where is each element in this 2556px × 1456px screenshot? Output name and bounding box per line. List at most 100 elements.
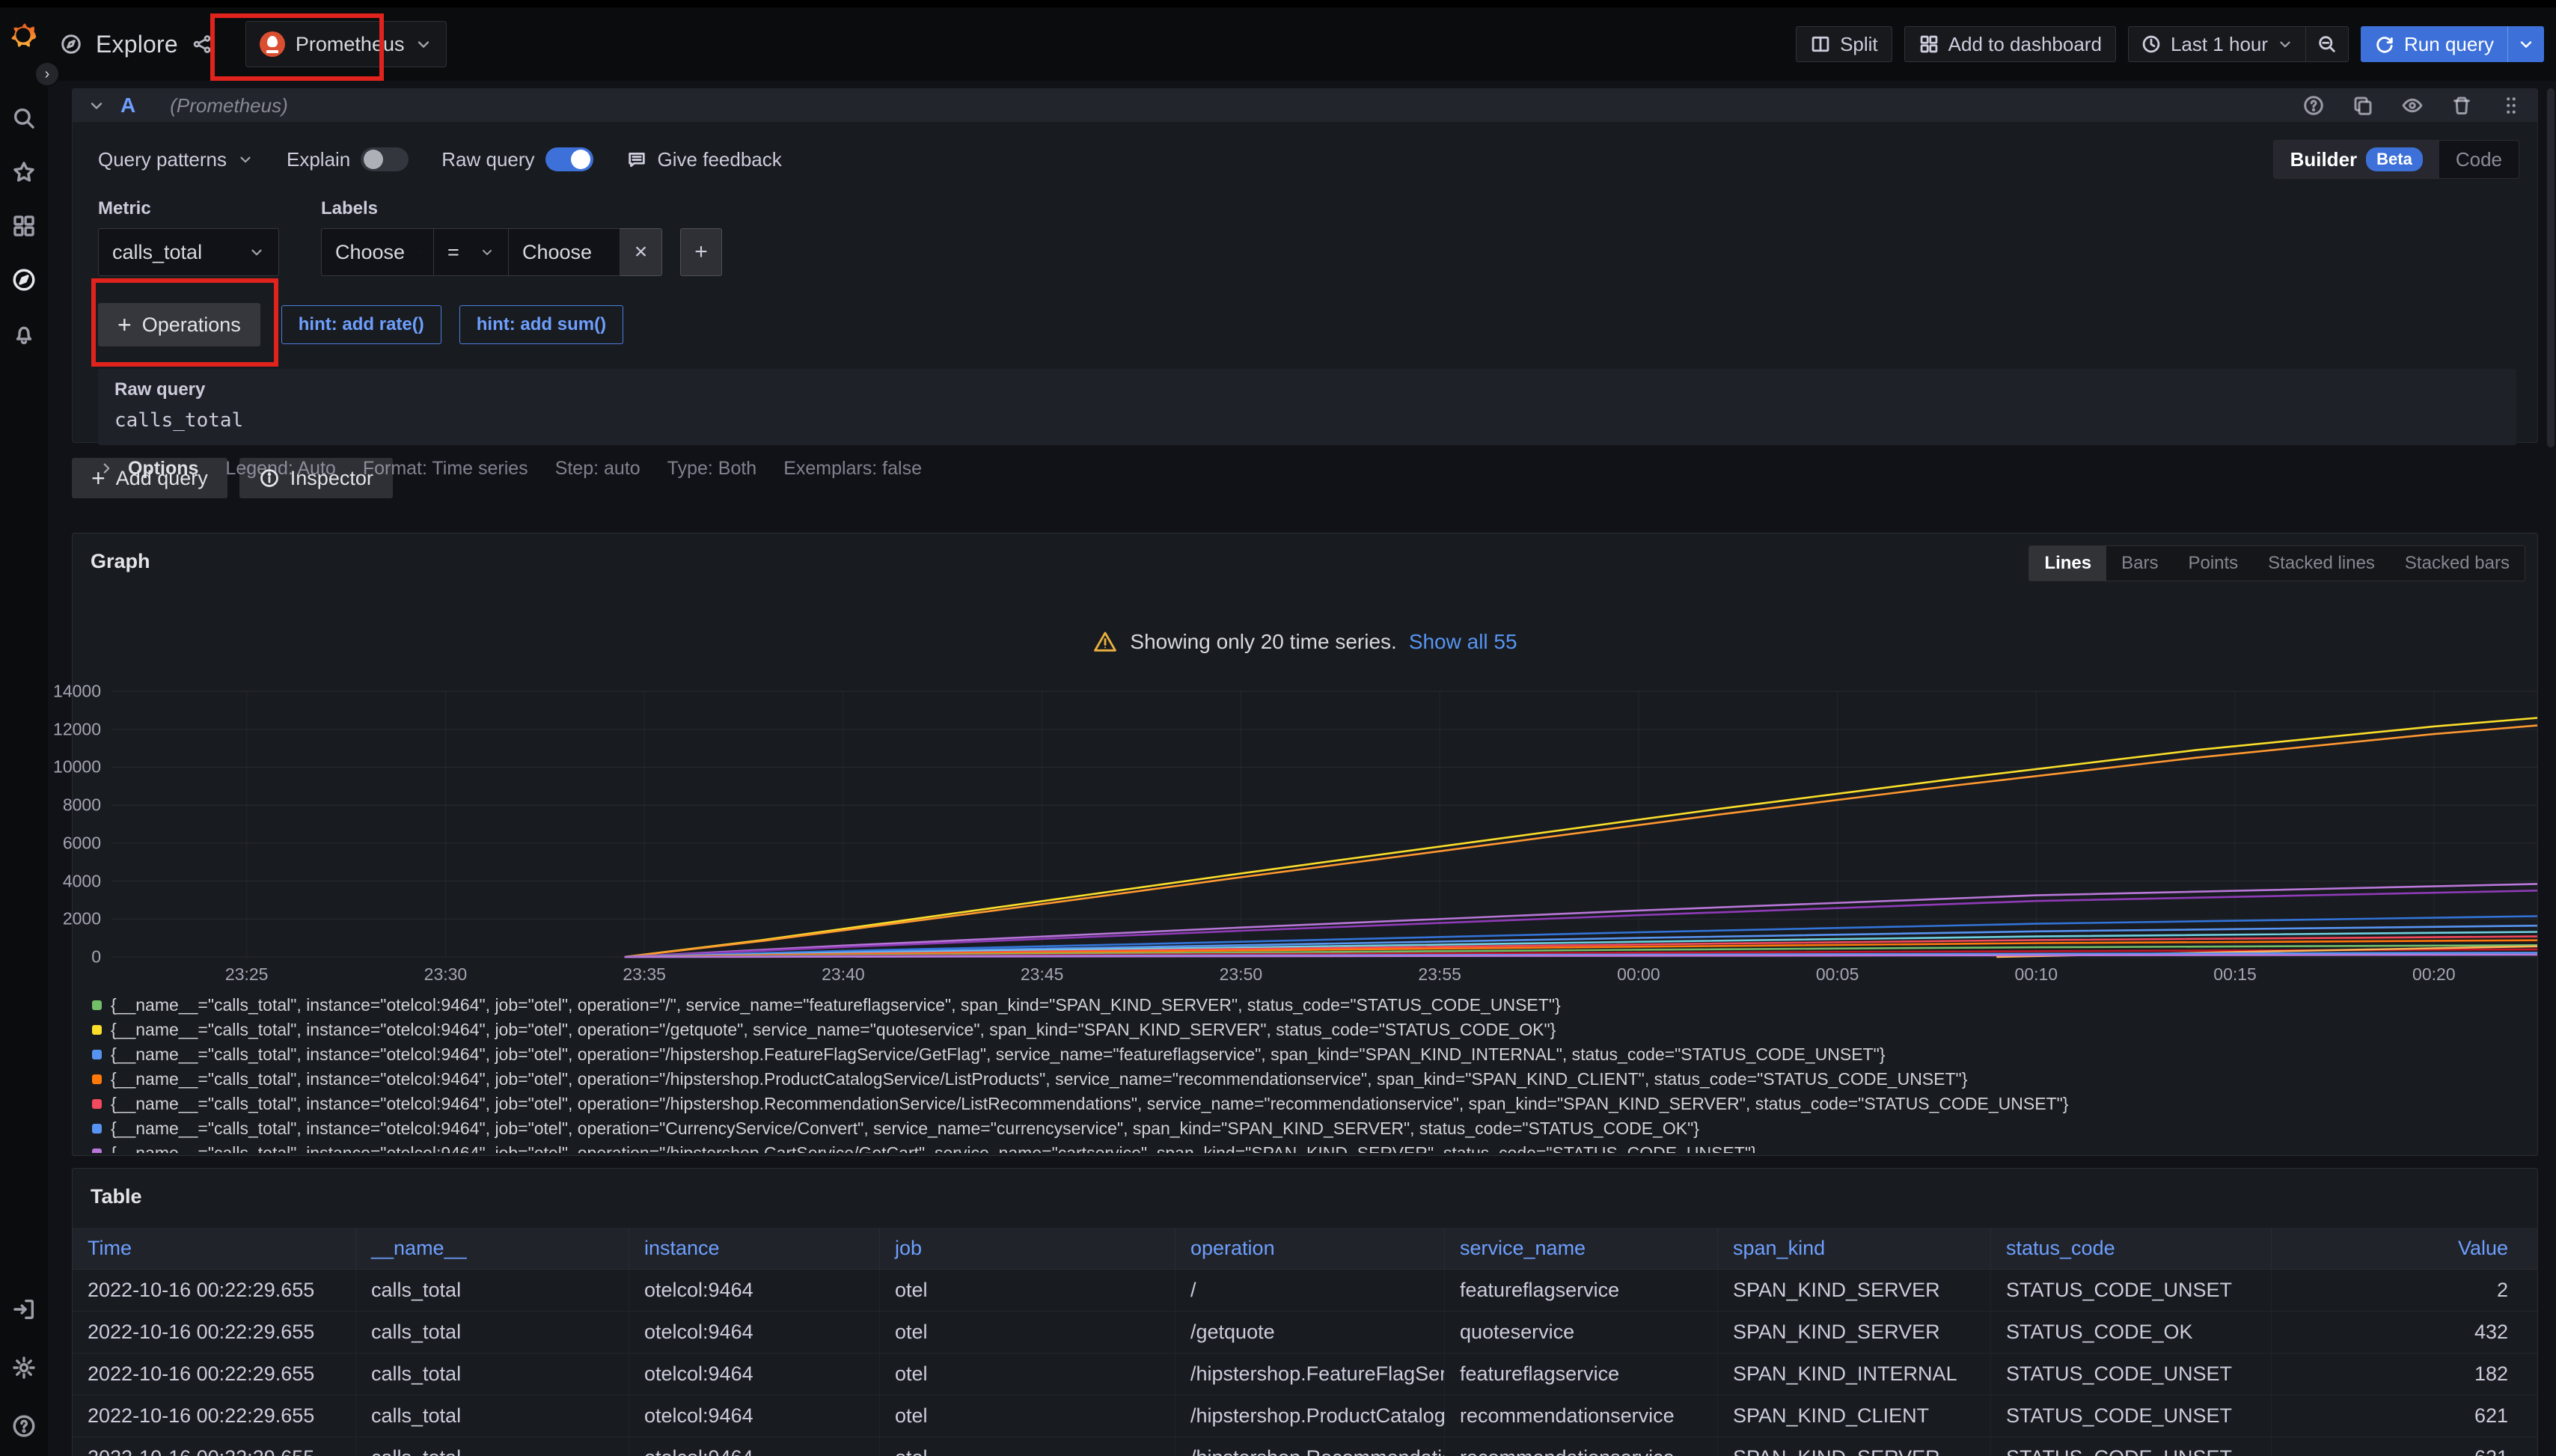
table-cell: otel bbox=[880, 1437, 1175, 1456]
graph-mode-stacked-bars[interactable]: Stacked bars bbox=[2390, 546, 2525, 581]
legend-label: {__name__="calls_total", instance="otelc… bbox=[111, 1094, 2068, 1114]
add-query-button[interactable]: + Add query bbox=[72, 458, 227, 498]
page-scrollbar[interactable] bbox=[2547, 88, 2555, 447]
table-cell: 2022-10-16 00:22:29.655 bbox=[73, 1312, 356, 1353]
query-hint-button[interactable]: hint: add rate() bbox=[281, 305, 441, 344]
legend-row[interactable]: {__name__="calls_total", instance="otelc… bbox=[92, 1018, 2528, 1042]
column-header-time[interactable]: Time bbox=[73, 1228, 356, 1269]
add-label-filter-button[interactable]: + bbox=[680, 228, 722, 276]
table-cell: otel bbox=[880, 1312, 1175, 1353]
table-cell: 621 bbox=[2272, 1395, 2538, 1437]
column-header-statuscode[interactable]: status_code bbox=[1991, 1228, 2272, 1269]
label-name-select[interactable]: Choose bbox=[321, 228, 433, 276]
show-all-series-link[interactable]: Show all 55 bbox=[1409, 630, 1517, 654]
duplicate-query-icon[interactable] bbox=[2352, 94, 2374, 117]
legend-row[interactable]: {__name__="calls_total", instance="otelc… bbox=[92, 1067, 2528, 1092]
table-cell: otel bbox=[880, 1395, 1175, 1437]
grafana-explore-screen: › Explore Prometheus Split Add bbox=[0, 0, 2556, 1456]
table-cell: 2022-10-16 00:22:29.655 bbox=[73, 1270, 356, 1311]
split-button[interactable]: Split bbox=[1796, 26, 1892, 62]
legend-label: {__name__="calls_total", instance="otelc… bbox=[111, 1020, 1556, 1040]
column-header-servicename[interactable]: service_name bbox=[1445, 1228, 1718, 1269]
graph-mode-bars[interactable]: Bars bbox=[2106, 546, 2173, 581]
legend-row[interactable]: {__name__="calls_total", instance="otelc… bbox=[92, 1141, 2528, 1153]
run-query-button[interactable]: Run query bbox=[2361, 26, 2507, 62]
split-icon bbox=[1810, 34, 1831, 55]
graph-mode-lines[interactable]: Lines bbox=[2029, 546, 2106, 581]
legend-row[interactable]: {__name__="calls_total", instance="otelc… bbox=[92, 993, 2528, 1018]
label-operator-select[interactable]: = bbox=[433, 228, 508, 276]
share-icon[interactable] bbox=[192, 34, 213, 55]
hide-response-eye-icon[interactable] bbox=[2401, 94, 2424, 117]
alerting-bell-icon[interactable] bbox=[10, 320, 37, 347]
top-navbar: Explore Prometheus Split Add to dashboar… bbox=[48, 7, 2556, 81]
builder-tab[interactable]: Builder Beta bbox=[2274, 141, 2439, 178]
x-axis-label: 23:40 bbox=[798, 964, 888, 985]
time-series-plot[interactable] bbox=[111, 691, 2537, 957]
table-cell: calls_total bbox=[356, 1395, 629, 1437]
x-axis-label: 00:00 bbox=[1594, 964, 1684, 985]
x-axis-label: 00:05 bbox=[1793, 964, 1883, 985]
add-operations-button[interactable]: + Operations bbox=[98, 303, 260, 346]
query-row-header[interactable]: A (Prometheus) bbox=[73, 89, 2537, 122]
x-axis-label: 23:45 bbox=[997, 964, 1087, 985]
explain-toggle[interactable] bbox=[361, 147, 409, 171]
x-axis-label: 23:35 bbox=[599, 964, 689, 985]
query-editor-card: A (Prometheus) Query patterns Explain bbox=[72, 88, 2538, 443]
zoom-out-icon bbox=[2317, 34, 2338, 55]
column-header-operation[interactable]: operation bbox=[1175, 1228, 1445, 1269]
label-value-select[interactable]: Choose bbox=[508, 228, 620, 276]
zoom-out-time-button[interactable] bbox=[2305, 27, 2348, 61]
run-query-dropdown[interactable] bbox=[2507, 26, 2544, 62]
metric-select[interactable]: calls_total bbox=[98, 228, 279, 276]
explore-compass-icon[interactable] bbox=[10, 266, 37, 293]
sidebar-expand-button[interactable]: › bbox=[34, 61, 60, 87]
datasource-picker[interactable]: Prometheus bbox=[245, 21, 447, 67]
graph-mode-stacked-lines[interactable]: Stacked lines bbox=[2253, 546, 2390, 581]
query-patterns-dropdown[interactable]: Query patterns bbox=[98, 148, 254, 171]
apps-icon bbox=[1918, 34, 1939, 55]
column-header-spankind[interactable]: span_kind bbox=[1718, 1228, 1991, 1269]
graph-mode-points[interactable]: Points bbox=[2173, 546, 2253, 581]
drag-handle-icon[interactable] bbox=[2500, 94, 2522, 117]
give-feedback-link[interactable]: Give feedback bbox=[626, 148, 782, 171]
legend-row[interactable]: {__name__="calls_total", instance="otelc… bbox=[92, 1116, 2528, 1141]
column-header-value[interactable]: Value bbox=[2272, 1228, 2538, 1269]
query-options-row[interactable]: Options Legend: AutoFormat: Time seriesS… bbox=[98, 445, 2519, 492]
prometheus-logo-icon bbox=[260, 31, 285, 57]
column-header-name[interactable]: __name__ bbox=[356, 1228, 629, 1269]
add-to-dashboard-button[interactable]: Add to dashboard bbox=[1904, 26, 2116, 62]
grafana-logo[interactable] bbox=[6, 18, 40, 52]
starred-icon[interactable] bbox=[10, 159, 37, 186]
settings-gear-icon[interactable] bbox=[10, 1354, 37, 1381]
help-icon[interactable] bbox=[10, 1413, 37, 1440]
inspector-button[interactable]: Inspector bbox=[239, 458, 393, 498]
collapse-chevron-icon[interactable] bbox=[88, 97, 106, 114]
query-hint-button[interactable]: hint: add sum() bbox=[459, 305, 623, 344]
column-header-instance[interactable]: instance bbox=[629, 1228, 880, 1269]
search-icon[interactable] bbox=[10, 105, 37, 132]
query-help-icon[interactable] bbox=[2302, 94, 2325, 117]
column-header-job[interactable]: job bbox=[880, 1228, 1175, 1269]
x-axis-label: 00:15 bbox=[2190, 964, 2280, 985]
chevron-down-icon bbox=[605, 245, 606, 260]
raw-query-toggle[interactable] bbox=[545, 147, 593, 171]
table-cell: 2 bbox=[2272, 1270, 2538, 1311]
x-axis-label: 00:10 bbox=[1991, 964, 2081, 985]
table-cell: SPAN_KIND_SERVER bbox=[1718, 1437, 1991, 1456]
time-range-button[interactable]: Last 1 hour bbox=[2129, 27, 2305, 61]
table-cell: / bbox=[1175, 1270, 1445, 1311]
table-cell: otelcol:9464 bbox=[629, 1312, 880, 1353]
table-cell: STATUS_CODE_UNSET bbox=[1991, 1270, 2272, 1311]
table-cell: STATUS_CODE_UNSET bbox=[1991, 1395, 2272, 1437]
dashboards-icon[interactable] bbox=[10, 212, 37, 239]
remove-query-trash-icon[interactable] bbox=[2450, 94, 2473, 117]
remove-label-filter-button[interactable]: × bbox=[620, 228, 662, 276]
legend-row[interactable]: {__name__="calls_total", instance="otelc… bbox=[92, 1092, 2528, 1116]
table-cell: SPAN_KIND_CLIENT bbox=[1718, 1395, 1991, 1437]
sign-in-icon[interactable] bbox=[10, 1296, 37, 1323]
code-tab[interactable]: Code bbox=[2439, 141, 2519, 178]
top-black-strip bbox=[0, 0, 2556, 7]
legend-row[interactable]: {__name__="calls_total", instance="otelc… bbox=[92, 1042, 2528, 1067]
table-cell: otelcol:9464 bbox=[629, 1437, 880, 1456]
